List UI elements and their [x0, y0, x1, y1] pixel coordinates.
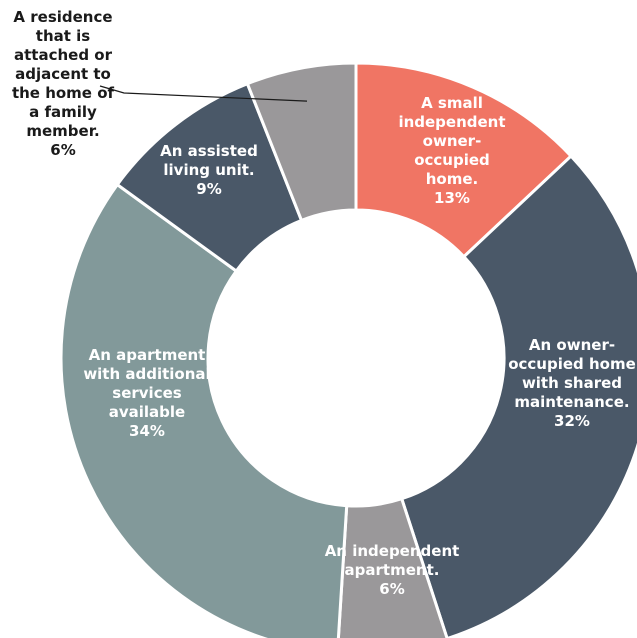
slice-label-line: An assisted [160, 142, 258, 160]
slices-layer [59, 61, 637, 638]
slice-percent: 6% [379, 580, 404, 598]
slice-label-line: maintenance. [514, 393, 629, 411]
slice-label: An assisted living unit. 9% [160, 142, 258, 198]
slice-label-line: that is [36, 27, 91, 45]
slice-label-line: An owner- [529, 336, 615, 354]
slice-label: A residence that is attached or adjacent to… [12, 8, 115, 159]
slice-label-line: apartment. [345, 561, 440, 579]
slice-percent: 32% [554, 412, 590, 430]
slice-label-line: independent [398, 113, 505, 131]
donut-slice [59, 182, 349, 638]
slice-percent: 34% [129, 422, 165, 440]
slice-label-line: An apartment [89, 346, 206, 364]
slice-label-line: attached or [14, 46, 113, 64]
slice-label-line: home. [426, 170, 479, 188]
slice-label-line: with additional [83, 365, 210, 383]
slice-label-line: the home of [12, 84, 115, 102]
slice-label-line: adjacent to [15, 65, 111, 83]
slice-label: A small independent owner-occupied home. 13% [398, 94, 505, 207]
slice-label: An apartment with additional services avail… [83, 346, 210, 440]
slice-label-line: with shared [522, 374, 622, 392]
labels-layer: A small independent owner-occupied home. 13%… [12, 8, 636, 598]
slice-label-line: a family [29, 103, 97, 121]
donut-slice [336, 496, 449, 638]
slice-percent: 9% [196, 180, 221, 198]
slice-percent: 6% [50, 141, 75, 159]
slice-label-line: member. [26, 122, 99, 140]
leader-layer [99, 85, 308, 102]
donut-slice [245, 61, 358, 223]
slice-label-line: A residence [13, 8, 112, 26]
donut-slice [354, 61, 574, 259]
slice-label-line: A small [421, 94, 483, 112]
slice-label-line: services [112, 384, 181, 402]
slice-label-line: occupied [414, 151, 490, 169]
leader-line [99, 85, 308, 102]
slice-label-line: occupied home [508, 355, 636, 373]
slice-label-line: An independent [325, 542, 460, 560]
donut-slice [399, 153, 637, 638]
slice-percent: 13% [434, 189, 470, 207]
slice-label: An owner-occupied home with shared mainten… [508, 336, 636, 430]
slice-label-line: available [109, 403, 185, 421]
slice-label: An independent apartment. 6% [325, 542, 460, 598]
slice-label-line: living unit. [163, 161, 254, 179]
slice-label-line: owner- [423, 132, 482, 150]
